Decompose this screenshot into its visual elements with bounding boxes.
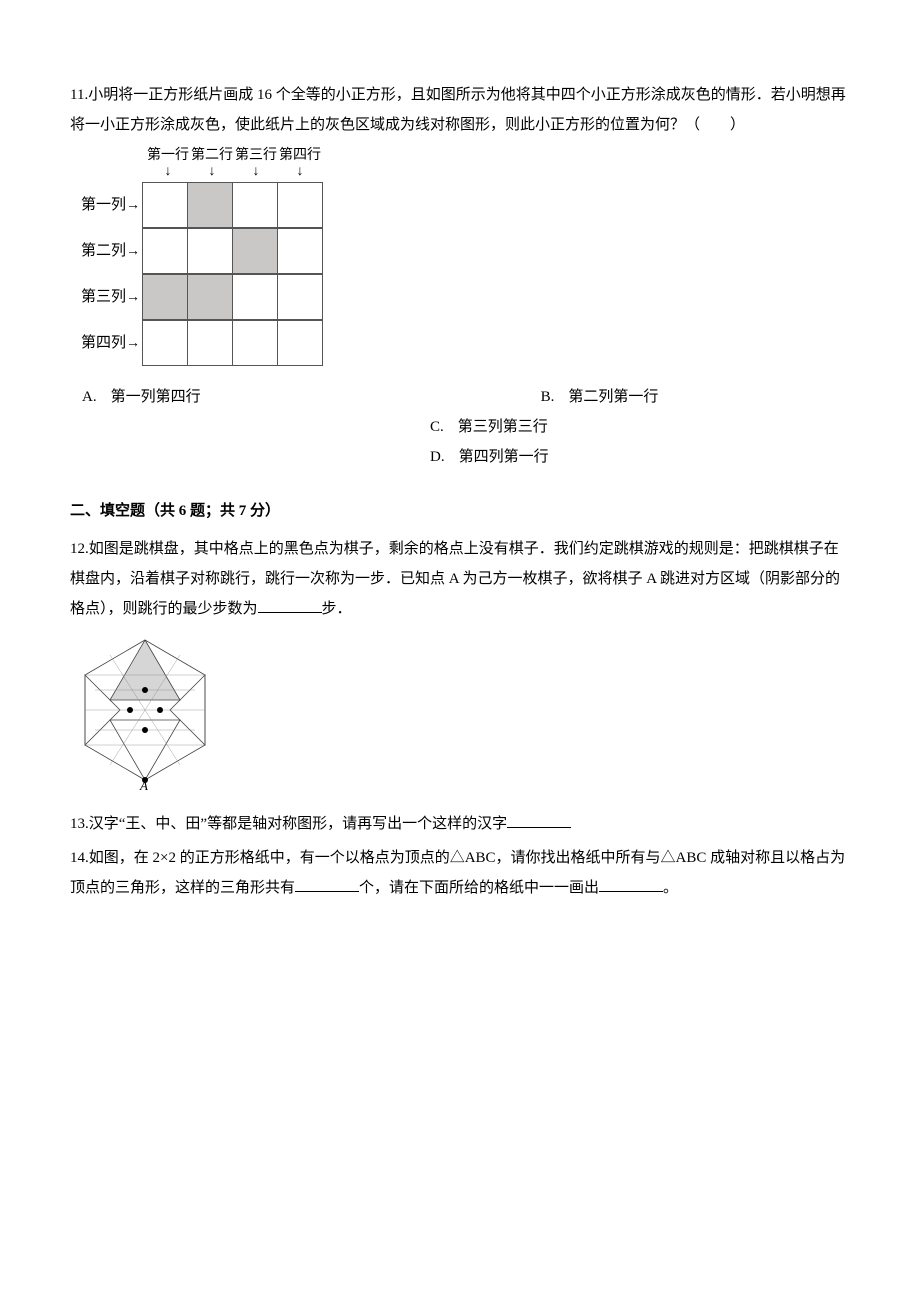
grid-row: 第二列→	[70, 228, 850, 274]
option-text: 第四列第一行	[459, 449, 549, 465]
q11-row-label: 第四列→	[70, 328, 142, 358]
q11-text: 11.小明将一正方形纸片画成 16 个全等的小正方形，且如图所示为他将其中四个小…	[70, 80, 850, 140]
option-letter: D.	[430, 449, 445, 465]
grid-cell	[233, 183, 278, 228]
q11-row-label: 第一列→	[70, 190, 142, 220]
grid-cell	[233, 229, 278, 274]
grid-row: 第四列→	[70, 320, 850, 366]
option-letter: C.	[430, 419, 444, 435]
q14-text-after: 。	[663, 880, 678, 896]
option-text: 第三列第三行	[458, 419, 548, 435]
grid-cell	[188, 321, 233, 366]
down-arrow-icon: ↓	[253, 164, 260, 179]
grid-cell	[233, 321, 278, 366]
q11-col-header: 第四行↓	[278, 148, 322, 182]
grid-cell	[143, 183, 188, 228]
q14-text-mid: 个，请在下面所给的格纸中一一画出	[359, 880, 599, 896]
option-letter: A.	[82, 389, 97, 405]
q12-text-before: 12.如图是跳棋盘，其中格点上的黑色点为棋子，剩余的格点上没有棋子．我们约定跳棋…	[70, 541, 840, 617]
label: 第一行	[147, 148, 189, 163]
q12-text: 12.如图是跳棋盘，其中格点上的黑色点为棋子，剩余的格点上没有棋子．我们约定跳棋…	[70, 534, 850, 624]
q11-col-header: 第一行↓	[146, 148, 190, 182]
down-arrow-icon: ↓	[165, 164, 172, 179]
grid-cell	[278, 321, 323, 366]
q11-figure: 第一行↓ 第二行↓ 第三行↓ 第四行↓ 第一列→第二列→第三列→第四列→	[70, 148, 850, 366]
down-arrow-icon: ↓	[297, 164, 304, 179]
label: 第四行	[279, 148, 321, 163]
q14-text: 14.如图，在 2×2 的正方形格纸中，有一个以格点为顶点的△ABC，请你找出格…	[70, 843, 850, 903]
q11-col-header: 第三行↓	[234, 148, 278, 182]
grid-cell	[188, 275, 233, 320]
q11-row-label: 第二列→	[70, 236, 142, 266]
grid-cell	[278, 229, 323, 274]
grid-cell	[278, 275, 323, 320]
q12-figure: A	[70, 630, 850, 801]
blank-field[interactable]	[295, 876, 359, 892]
q11-row-label: 第三列→	[70, 282, 142, 312]
grid-cell	[188, 183, 233, 228]
option-text: 第二列第一行	[568, 389, 658, 405]
q13-text: 13.汉字“王、中、田”等都是轴对称图形，请再写出一个这样的汉字	[70, 809, 850, 839]
blank-field[interactable]	[258, 597, 322, 613]
q11-grid: 第一列→ 第二列→ 第三列→ 第四列→	[70, 182, 850, 366]
grid-cell	[143, 275, 188, 320]
option-text: 第一列第四行	[111, 389, 201, 405]
grid-cell	[188, 229, 233, 274]
section2-title: 二、填空题（共 6 题；共 7 分）	[70, 496, 850, 526]
blank-field[interactable]	[599, 876, 663, 892]
grid-cell	[143, 321, 188, 366]
q11-col-headers: 第一行↓ 第二行↓ 第三行↓ 第四行↓	[146, 148, 850, 182]
grid-cell	[233, 275, 278, 320]
q12-point-a-label: A	[139, 778, 148, 790]
label: 第二行	[191, 148, 233, 163]
q11-option-a: A. 第一列第四行	[82, 382, 201, 412]
q13-text-before: 13.汉字“王、中、田”等都是轴对称图形，请再写出一个这样的汉字	[70, 816, 507, 832]
option-letter: B.	[541, 389, 555, 405]
grid-row: 第三列→	[70, 274, 850, 320]
q11-option-d: D. 第四列第一行	[430, 442, 850, 472]
q11-option-c: C. 第三列第三行	[430, 412, 850, 442]
grid-cell	[278, 183, 323, 228]
q12-text-after: 步．	[322, 601, 352, 617]
q11-options-row1: A. 第一列第四行 B. 第二列第一行	[82, 382, 850, 412]
label: 第三行	[235, 148, 277, 163]
blank-field[interactable]	[507, 812, 571, 828]
grid-cell	[143, 229, 188, 274]
q11-option-b: B. 第二列第一行	[541, 382, 659, 412]
down-arrow-icon: ↓	[209, 164, 216, 179]
grid-row: 第一列→	[70, 182, 850, 228]
q11-col-header: 第二行↓	[190, 148, 234, 182]
